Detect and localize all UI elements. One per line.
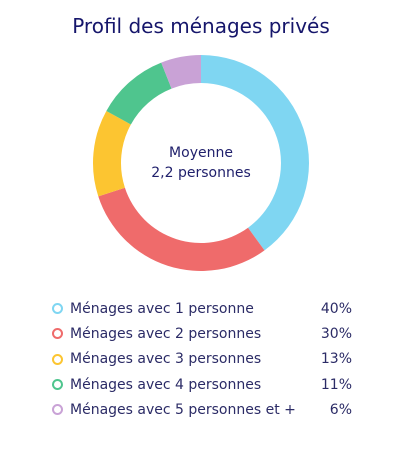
legend-value: 40% (320, 300, 352, 317)
legend-label: Ménages avec 4 personnes (70, 376, 262, 393)
legend-marker-icon (52, 328, 63, 340)
legend-value: 30% (320, 325, 352, 342)
donut-slice (201, 55, 310, 251)
donut-slice (93, 110, 131, 197)
legend-value: 13% (320, 351, 352, 368)
legend-item: Ménages avec 1 personne 40% (52, 296, 352, 321)
legend-value: 6% (329, 401, 352, 418)
legend-value: 11% (320, 376, 352, 393)
legend-marker-icon (52, 379, 63, 391)
donut-chart (93, 55, 310, 272)
legend-item: Ménages avec 5 personnes et + 6% (52, 397, 352, 422)
legend-marker-icon (52, 303, 63, 315)
donut-slice (98, 187, 265, 272)
legend-marker-icon (52, 404, 63, 416)
legend-label: Ménages avec 3 personnes (70, 351, 262, 368)
donut-slice (106, 62, 172, 125)
chart-title: Profil des ménages privés (72, 14, 330, 38)
legend-item: Ménages avec 4 personnes 11% (52, 372, 352, 397)
legend-item: Ménages avec 3 personnes 13% (52, 347, 352, 372)
donut-slice (161, 55, 201, 89)
legend-marker-icon (52, 353, 63, 365)
chart-legend: Ménages avec 1 personne 40% Ménages avec… (52, 296, 352, 422)
center-label-value: 2,2 personnes (151, 165, 251, 181)
center-label-caption: Moyenne (169, 145, 233, 161)
legend-item: Ménages avec 2 personnes 30% (52, 321, 352, 346)
legend-label: Ménages avec 2 personnes (70, 325, 262, 342)
legend-label: Ménages avec 1 personne (70, 300, 254, 317)
legend-label: Ménages avec 5 personnes et + (70, 401, 296, 418)
